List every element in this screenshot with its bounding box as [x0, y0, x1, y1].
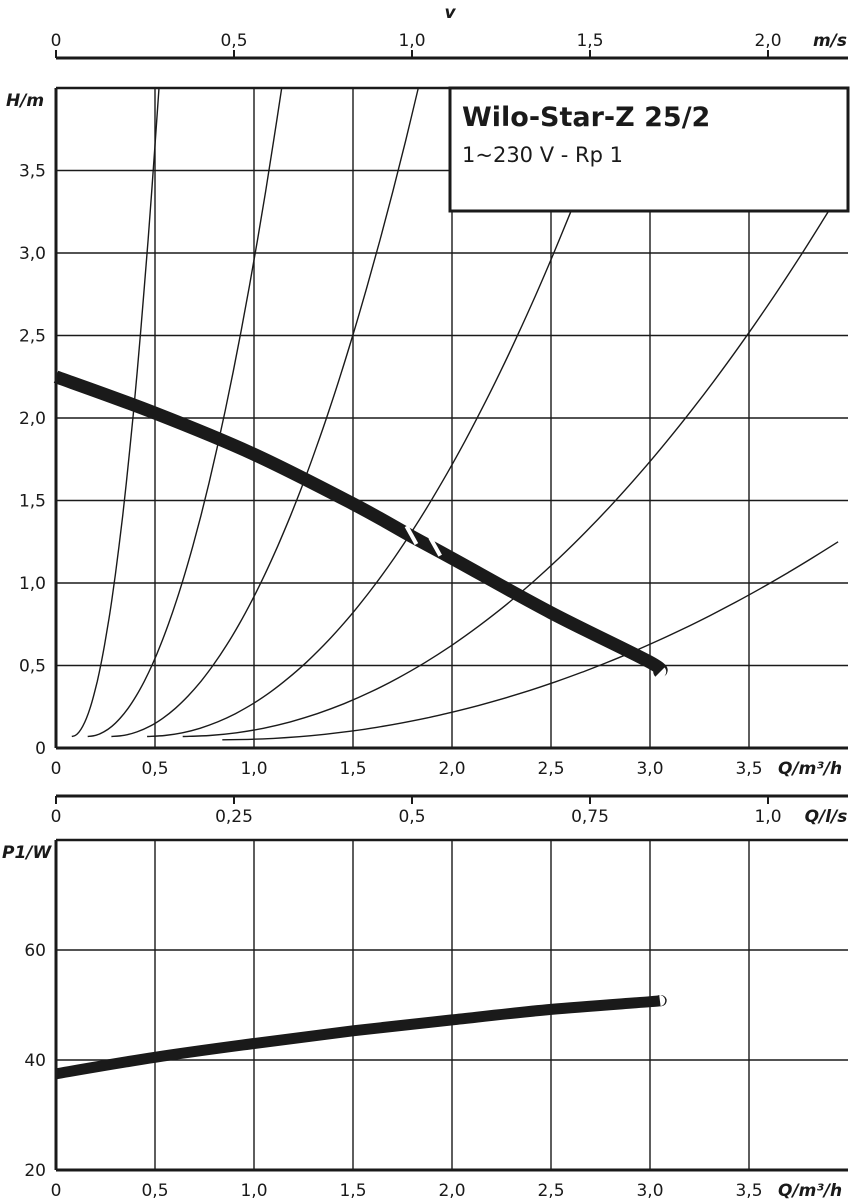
power-chart: 0 0,25 0,5 0,75 1,0 Q/l/s 20 40 60 0 0,5 1,0… — [2, 794, 848, 1200]
x-tick-label: 1,5 — [339, 1181, 366, 1200]
power-curve — [55, 995, 667, 1080]
x-tick-label: 0,5 — [141, 1181, 168, 1200]
y-tick-label: 0,5 — [19, 657, 46, 677]
system-curves — [71, 87, 839, 741]
velocity-symbol: v — [444, 3, 456, 23]
flow-ls-tick: 1,0 — [754, 807, 781, 827]
x-tick-label: 0,5 — [141, 759, 168, 779]
y-tick-label: 3,0 — [19, 244, 46, 264]
system-curve — [71, 87, 160, 738]
x-tick-label: 0 — [51, 759, 62, 779]
chart-subtitle: 1~230 V - Rp 1 — [462, 143, 623, 167]
y-tick-label: 1,0 — [19, 574, 46, 594]
head-x-ticks: 0 0,5 1,0 1,5 2,0 2,5 3,0 3,5 — [51, 759, 763, 779]
title-box: Wilo-Star-Z 25/2 1~230 V - Rp 1 — [448, 86, 850, 213]
x-tick-label: 3,5 — [735, 1181, 762, 1200]
velocity-unit: m/s — [813, 31, 847, 51]
y-tick-label: 0 — [35, 739, 46, 759]
chart-title: Wilo-Star-Z 25/2 — [462, 102, 710, 133]
system-curve — [87, 87, 283, 738]
x-tick-label: 1,5 — [339, 759, 366, 779]
y-tick-label: 2,0 — [19, 409, 46, 429]
x-tick-label: 3,0 — [636, 1181, 663, 1200]
velocity-tick: 0 — [51, 31, 62, 51]
power-curve-line — [55, 995, 667, 1080]
velocity-tick: 1,0 — [398, 31, 425, 51]
pump-curve-line — [53, 370, 668, 679]
head-chart: v 0 0,5 1,0 1,5 2,0 m/s Wilo-Star-Z 25/2… — [6, 3, 850, 779]
pump-curve-gap — [404, 525, 419, 546]
flow-ls-tick: 0,25 — [215, 807, 253, 827]
pump-curve — [53, 370, 668, 679]
system-curve — [111, 87, 419, 738]
x-tick-label: 1,0 — [240, 1181, 267, 1200]
y-tick-label: 1,5 — [19, 492, 46, 512]
system-curve — [147, 211, 572, 738]
velocity-axis: v 0 0,5 1,0 1,5 2,0 m/s — [51, 3, 848, 60]
y-tick-label: 20 — [24, 1161, 46, 1181]
x-tick-label: 1,0 — [240, 759, 267, 779]
head-x-label: Q/m³/h — [778, 759, 842, 779]
system-curve — [222, 541, 839, 741]
flow-ls-tick: 0 — [51, 807, 62, 827]
x-tick-label: 2,5 — [537, 1181, 564, 1200]
velocity-tick: 0,5 — [220, 31, 247, 51]
velocity-tick: 2,0 — [754, 31, 781, 51]
system-curve — [182, 211, 829, 738]
flow-ls-tick: 0,75 — [571, 807, 609, 827]
flow-ls-axis: 0 0,25 0,5 0,75 1,0 Q/l/s — [51, 794, 848, 827]
y-tick-label: 3,5 — [19, 162, 46, 182]
head-y-ticks: 0 0,5 1,0 1,5 2,0 2,5 3,0 3,5 — [19, 162, 46, 760]
flow-ls-tick: 0,5 — [398, 807, 425, 827]
x-tick-label: 0 — [51, 1181, 62, 1200]
power-x-label: Q/m³/h — [778, 1181, 842, 1200]
x-tick-label: 3,5 — [735, 759, 762, 779]
power-y-label: P1/W — [2, 843, 52, 863]
power-x-ticks: 0 0,5 1,0 1,5 2,0 2,5 3,0 3,5 — [51, 1181, 763, 1200]
x-tick-label: 2,0 — [438, 759, 465, 779]
x-tick-label: 2,5 — [537, 759, 564, 779]
flow-ls-unit: Q/l/s — [805, 807, 848, 827]
y-tick-label: 60 — [24, 941, 46, 961]
head-y-label: H/m — [6, 91, 44, 111]
x-tick-label: 2,0 — [438, 1181, 465, 1200]
y-tick-label: 2,5 — [19, 327, 46, 347]
y-tick-label: 40 — [24, 1051, 46, 1071]
power-y-ticks: 20 40 60 — [24, 941, 46, 1181]
velocity-tick: 1,5 — [576, 31, 603, 51]
x-tick-label: 3,0 — [636, 759, 663, 779]
pump-curve-gap — [428, 536, 442, 557]
